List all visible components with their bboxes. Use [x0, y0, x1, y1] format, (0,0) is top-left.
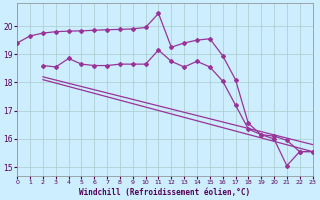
X-axis label: Windchill (Refroidissement éolien,°C): Windchill (Refroidissement éolien,°C) [79, 188, 251, 197]
